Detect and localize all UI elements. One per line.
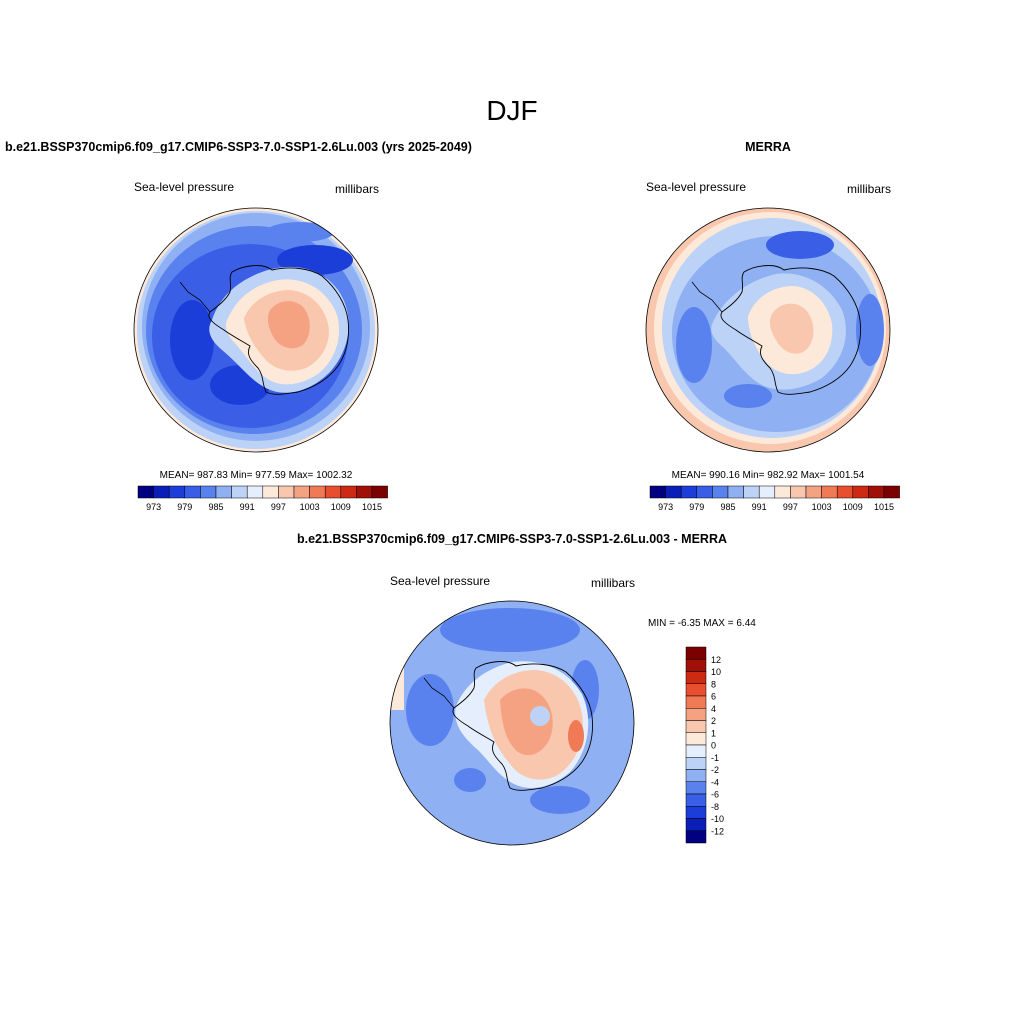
panel3-colorbar-box — [685, 744, 707, 758]
panel1-colorbar-tick-label: 997 — [271, 502, 286, 512]
panel3-colorbar-tick-label: -2 — [711, 765, 719, 775]
panel3-colorbar-tick-label: -4 — [711, 777, 719, 787]
panel1-colorbar-box — [293, 485, 310, 499]
panel1-colorbar-box — [215, 485, 232, 499]
panel1-colorbar-tick-label: 1015 — [362, 502, 382, 512]
panel2-colorbar-tick-label: 979 — [689, 502, 704, 512]
panel2-colorbar-box — [649, 485, 666, 499]
panel3-colorbar-box — [685, 708, 707, 721]
panel3-colorbar-box — [685, 695, 707, 709]
panel2-units-label: millibars — [847, 182, 891, 196]
panel2-colorbar-box — [665, 485, 682, 499]
panel2-colorbar-tick-label: 1015 — [874, 502, 894, 512]
panel1-stats: MEAN= 987.83 Min= 977.59 Max= 1002.32 — [160, 470, 353, 481]
panel3-colorbar-tick-label: 10 — [711, 667, 721, 677]
panel1-colorbar-tick-label: 1003 — [300, 502, 320, 512]
panel3-colorbar-box — [685, 781, 707, 795]
panel1-polar-map — [134, 208, 378, 452]
panel3-colorbar-box — [685, 671, 707, 684]
panel2-colorbar-box — [696, 485, 713, 499]
panel2-colorbar-tick-label: 991 — [752, 502, 767, 512]
panel1-colorbar-box — [200, 485, 217, 499]
panel2-colorbar-tick-label: 985 — [720, 502, 735, 512]
panel2-colorbar-box — [883, 485, 900, 499]
panel1-colorbar-box — [324, 485, 342, 499]
panel3-colorbar-tick-label: -1 — [711, 753, 719, 763]
panel3-colorbar-tick-label: -6 — [711, 790, 719, 800]
panel3-colorbar-tick-label: 1 — [711, 728, 716, 738]
panel2-colorbar-box — [712, 485, 729, 499]
panel3-colorbar-box — [685, 646, 707, 660]
panel1-title: b.e21.BSSP370cmip6.f09_g17.CMIP6-SSP3-7.… — [5, 140, 472, 154]
season-title: DJF — [486, 95, 537, 126]
panel1-colorbar-box — [356, 485, 373, 499]
panel1-colorbar-box — [153, 485, 170, 499]
panel1-colorbar-tick-label: 973 — [146, 502, 161, 512]
panel1-colorbar-box — [371, 485, 388, 499]
panel2-colorbar-box — [805, 485, 822, 499]
panel1-colorbar-box — [262, 485, 279, 499]
panel3-colorbar-box — [685, 720, 707, 733]
panel1-colorbar-tick-label: 991 — [240, 502, 255, 512]
panel2-colorbar-box — [680, 485, 698, 499]
panel1-units-label: millibars — [335, 182, 379, 196]
panel3-colorbar-box — [685, 732, 707, 746]
panel3-variable-label: Sea-level pressure — [390, 574, 490, 588]
panel2-colorbar-box — [790, 485, 807, 499]
panel2-colorbar-box — [852, 485, 869, 499]
panel2-colorbar-box — [727, 485, 744, 499]
panel2-colorbar-box — [774, 485, 791, 499]
panel3-colorbar-box — [685, 683, 707, 697]
panel2-colorbar-tick-label: 1003 — [812, 502, 832, 512]
panel1-variable-label: Sea-level pressure — [134, 180, 234, 194]
panel3-colorbar-box — [685, 769, 707, 782]
panel1-colorbar-tick-label: 979 — [177, 502, 192, 512]
panel1-colorbar-box — [231, 485, 248, 499]
panel1-colorbar-box — [309, 485, 326, 499]
panel3-units-label: millibars — [591, 576, 635, 590]
panel3-colorbar-tick-label: 8 — [711, 679, 716, 689]
panel3-colorbar-box — [685, 793, 707, 807]
panel3-polar-map — [390, 601, 634, 845]
panel3-colorbar-tick-label: 2 — [711, 716, 716, 726]
panel3-colorbar-tick-label: -8 — [711, 802, 719, 812]
panel1-colorbar-box — [184, 485, 201, 499]
panel2-title: MERRA — [745, 140, 791, 154]
panel2-colorbar-box — [868, 485, 885, 499]
panel2-colorbar-box — [836, 485, 854, 499]
panel2-stats: MEAN= 990.16 Min= 982.92 Max= 1001.54 — [672, 470, 865, 481]
panel3-colorbar-tick-label: 4 — [711, 704, 716, 714]
panel1-colorbar-box — [137, 485, 154, 499]
panel1-colorbar-box — [168, 485, 186, 499]
panel3-colorbar-box — [685, 818, 707, 831]
panel1-colorbar: 973 979 985 991 997 1003 1009 1015 — [137, 485, 388, 512]
panel1-colorbar-box — [278, 485, 295, 499]
panel3-stats: MIN = -6.35 MAX = 6.44 — [648, 618, 756, 629]
panel2-colorbar-tick-label: 1009 — [843, 502, 863, 512]
panel2-colorbar-box — [758, 485, 776, 499]
panel3-title: b.e21.BSSP370cmip6.f09_g17.CMIP6-SSP3-7.… — [297, 532, 727, 546]
panel2-colorbar-tick-label: 973 — [658, 502, 673, 512]
panel1-colorbar-tick-label: 985 — [208, 502, 223, 512]
panel3-colorbar-box — [685, 806, 707, 819]
panel3-colorbar-box — [685, 659, 707, 672]
panel1-colorbar-tick-label: 1009 — [331, 502, 351, 512]
panel2-variable-label: Sea-level pressure — [646, 180, 746, 194]
panel3-colorbar-tick-label: 0 — [711, 741, 716, 751]
panel1-colorbar-box — [246, 485, 264, 499]
panel3-colorbar-box — [685, 830, 707, 844]
panel2-colorbar-box — [743, 485, 760, 499]
panel3-colorbar-tick-label: -10 — [711, 814, 724, 824]
panel1-colorbar-box — [340, 485, 357, 499]
panel2-polar-map — [646, 208, 890, 452]
panel2-colorbar-tick-label: 997 — [783, 502, 798, 512]
panel3-colorbar-tick-label: 12 — [711, 655, 721, 665]
panel3-colorbar-tick-label: -12 — [711, 826, 724, 836]
panel3-colorbar-tick-label: 6 — [711, 692, 716, 702]
panel2-colorbar-box — [821, 485, 838, 499]
panel2-colorbar: 973 979 985 991 997 1003 1009 1015 — [649, 485, 900, 512]
panel3-colorbar-box — [685, 757, 707, 770]
